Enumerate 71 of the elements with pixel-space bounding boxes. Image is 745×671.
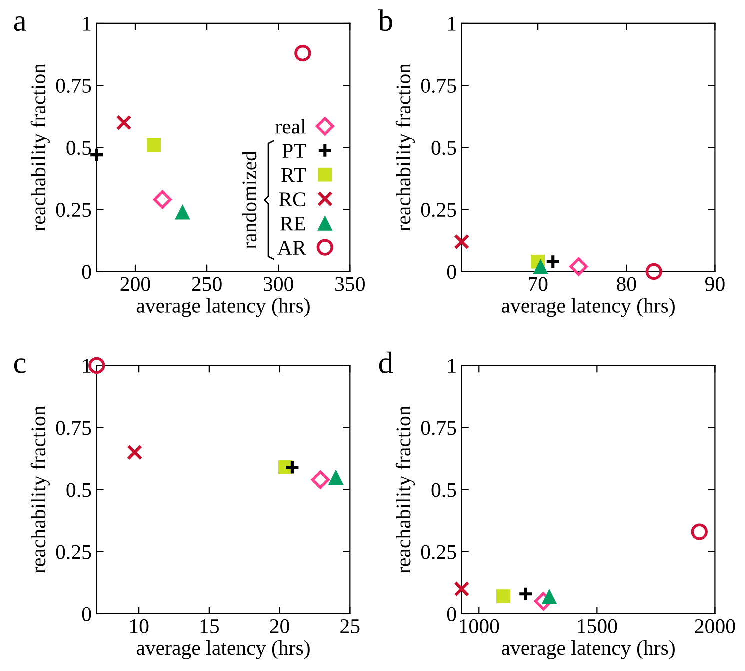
y-tick-label: 0 — [82, 607, 92, 622]
y-axis-title: reachability fraction — [396, 64, 416, 232]
y-tick-label: 0 — [82, 265, 92, 280]
x-axis-title: average latency (hrs) — [136, 640, 310, 660]
x-tick-label: 350 — [336, 277, 365, 292]
point — [175, 204, 190, 220]
y-tick-label: 0.25 — [56, 545, 92, 560]
point — [454, 581, 470, 597]
y-tick-label: 0.5 — [432, 140, 456, 156]
y-axis-title: reachability fraction — [30, 406, 50, 574]
point — [284, 460, 300, 476]
chart-title: a — [14, 16, 26, 32]
point — [127, 444, 143, 460]
x-tick-label: 1000 — [460, 619, 500, 634]
x-tick-label: 250 — [192, 277, 222, 292]
y-axis-title: reachability fraction — [30, 64, 50, 232]
y-tick-label: 0.75 — [421, 78, 456, 94]
y-axis-title: reachability fraction — [396, 406, 416, 574]
x-tick-label: 20 — [270, 619, 290, 634]
x-tick-label: 300 — [264, 277, 294, 292]
point — [328, 470, 344, 486]
y-tick-label: 0.25 — [421, 203, 456, 218]
point — [153, 190, 172, 210]
point — [147, 138, 162, 152]
x-tick-label: 80 — [617, 277, 636, 292]
y-tick-label: 0.5 — [66, 140, 92, 156]
x-axis-title: average latency (hrs) — [502, 298, 675, 318]
legend-label: AR — [278, 241, 306, 255]
point — [496, 590, 510, 604]
point — [454, 234, 470, 250]
legend-label: PT — [282, 144, 306, 158]
legend-title: randomized — [242, 151, 257, 249]
y-tick-label: 0.75 — [421, 421, 456, 436]
x-tick-label: 200 — [120, 277, 150, 292]
y-tick-label: 0.5 — [432, 483, 456, 498]
y-tick-label: 1 — [448, 16, 456, 31]
point — [518, 586, 534, 602]
y-tick-label: 0 — [447, 607, 456, 622]
point — [116, 115, 132, 131]
y-tick-label: 0.25 — [56, 203, 92, 218]
y-tick-label: 1 — [448, 359, 456, 373]
x-tick-label: 25 — [340, 619, 360, 634]
legend-label: real — [276, 119, 306, 134]
x-tick-label: 90 — [705, 277, 725, 292]
chart-title: d — [379, 352, 394, 374]
point — [294, 44, 312, 62]
x-axis-title: average latency (hrs) — [502, 640, 675, 660]
chart-title: c — [14, 358, 26, 374]
y-tick-label: 0.5 — [66, 483, 92, 498]
legend-label: RT — [282, 168, 306, 182]
y-tick-label: 0.75 — [56, 78, 92, 94]
point — [534, 592, 553, 611]
x-tick-label: 15 — [200, 620, 220, 634]
point — [691, 524, 708, 540]
x-tick-label: 10 — [130, 619, 149, 634]
point — [570, 258, 588, 276]
x-tick-label: 70 — [529, 277, 548, 292]
point — [646, 263, 662, 280]
point — [533, 259, 548, 274]
y-tick-label: 0 — [447, 265, 456, 280]
x-axis-title: average latency (hrs) — [136, 298, 310, 318]
chart-title: b — [378, 10, 392, 32]
point — [311, 470, 330, 490]
x-tick-label: 1500 — [578, 619, 618, 634]
legend-label: RE — [280, 216, 306, 231]
point — [545, 254, 561, 270]
x-tick-label: 2000 — [695, 619, 736, 634]
y-tick-label: 0.75 — [56, 421, 92, 436]
y-tick-label: 1 — [83, 16, 91, 31]
y-tick-label: 0.25 — [421, 545, 456, 560]
legend-label: RC — [279, 192, 306, 207]
